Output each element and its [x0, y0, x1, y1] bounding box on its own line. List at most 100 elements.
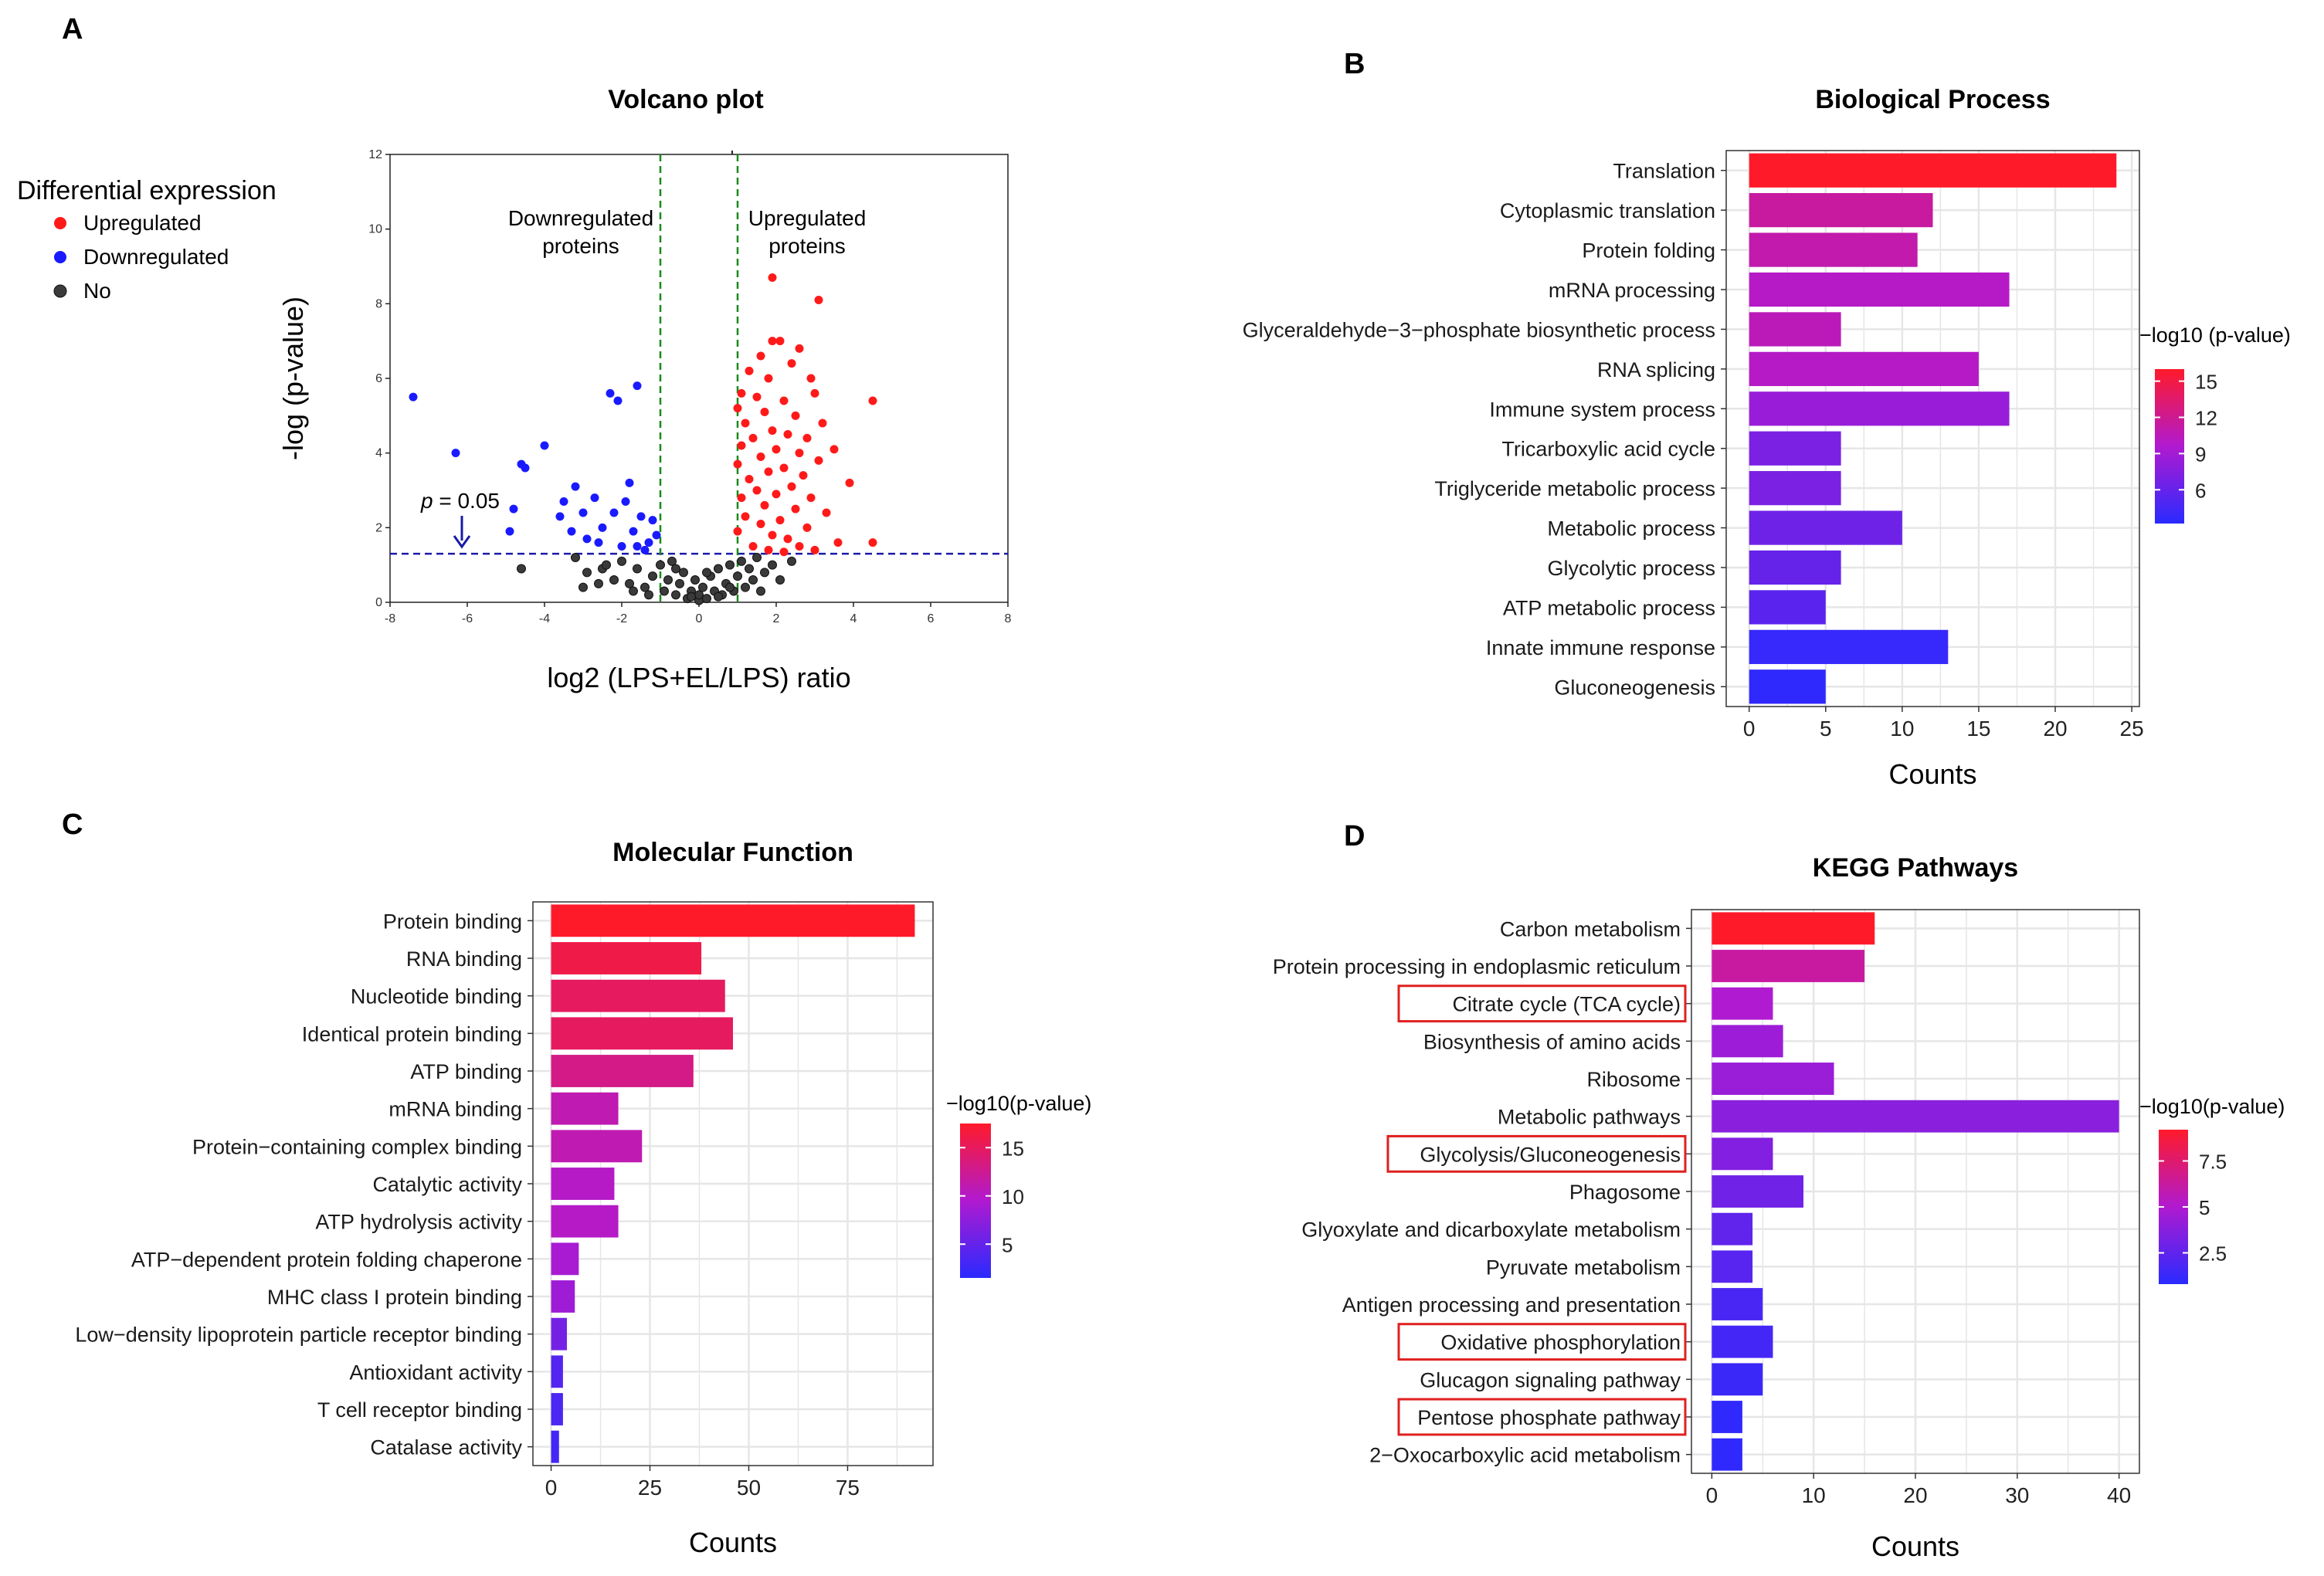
y-axis-label: -log (p-value) — [277, 297, 309, 460]
point-downregulated — [644, 538, 653, 547]
legend-tick-label: 12 — [2195, 407, 2217, 430]
bar-identical-protein-binding — [551, 1017, 733, 1050]
highlight-box-citrate-cycle-tca-cycle — [1397, 985, 1687, 1023]
point-upregulated — [779, 463, 789, 473]
x-tick-label: 25 — [638, 1476, 662, 1500]
bar-phagosome — [1712, 1175, 1803, 1208]
point-upregulated — [822, 508, 831, 517]
category-label-metabolic-process: Metabolic process — [1547, 517, 1715, 541]
point-no — [667, 556, 677, 566]
bar-glycolytic-process — [1749, 550, 1841, 585]
bar-pyruvate-metabolism — [1712, 1250, 1753, 1283]
bar-atp-binding — [551, 1055, 694, 1087]
bar-immune-system-process — [1749, 391, 2010, 426]
legend-title: Differential expression — [17, 176, 277, 205]
category-label-protein-folding: Protein folding — [1582, 239, 1715, 263]
x-tick-label: 30 — [2005, 1483, 2029, 1507]
bar-glycolysis-gluconeogenesis — [1712, 1137, 1773, 1171]
panel-label: B — [1344, 48, 1365, 80]
category-label-protein-processing-in-endoplasmic-reticulum: Protein processing in endoplasmic reticu… — [1273, 955, 1681, 978]
category-label-mhc-class-i-protein-binding: MHC class I protein binding — [267, 1286, 522, 1309]
point-upregulated — [868, 538, 877, 547]
point-upregulated — [795, 449, 804, 458]
x-tick-label: 50 — [737, 1476, 761, 1500]
point-downregulated — [617, 542, 626, 551]
legend-label-downregulated: Downregulated — [83, 245, 229, 269]
point-no — [690, 575, 700, 585]
bar-atp-dependent-protein-folding-chaperone — [551, 1242, 579, 1276]
category-label-glyoxylate-and-dicarboxylate-metabolism: Glyoxylate and dicarboxylate metabolism — [1301, 1218, 1681, 1242]
point-downregulated — [409, 392, 418, 402]
category-label-2-oxocarboxylic-acid-metabolism: 2−Oxocarboxylic acid metabolism — [1369, 1444, 1681, 1467]
point-upregulated — [830, 445, 839, 454]
point-upregulated — [748, 433, 758, 442]
bar-mrna-binding — [551, 1092, 619, 1125]
bar-protein-binding — [551, 904, 915, 937]
category-label-innate-immune-response: Innate immune response — [1486, 636, 1715, 659]
point-no — [594, 578, 603, 588]
point-upregulated — [787, 359, 796, 368]
point-downregulated — [640, 545, 650, 554]
point-downregulated — [509, 504, 518, 513]
chart-title: Molecular Function — [612, 838, 853, 867]
x-tick-label: -6 — [462, 612, 473, 625]
point-upregulated — [737, 441, 746, 450]
y-tick-label: 10 — [368, 223, 382, 236]
bar-metabolic-pathways — [1712, 1100, 2119, 1133]
legend-tick-label: 5 — [2199, 1196, 2210, 1219]
x-tick-label: 0 — [696, 612, 703, 625]
point-downregulated — [582, 534, 592, 544]
legend-tick-label: 6 — [2195, 479, 2206, 502]
category-label-pentose-phosphate-pathway: Pentose phosphate pathway — [1417, 1406, 1681, 1429]
point-upregulated — [783, 430, 792, 439]
point-upregulated — [768, 426, 777, 436]
bar-atp-hydrolysis-activity — [551, 1205, 619, 1238]
legend-tick-label: 10 — [1002, 1185, 1024, 1208]
point-upregulated — [775, 337, 785, 346]
point-upregulated — [772, 445, 781, 454]
highlight-box-pentose-phosphate-pathway — [1397, 1398, 1687, 1436]
y-tick-label: 8 — [375, 297, 382, 310]
x-axis-label: log2 (LPS+EL/LPS) ratio — [547, 662, 850, 693]
point-no — [517, 564, 526, 574]
point-downregulated — [633, 381, 642, 391]
category-label-rna-binding: RNA binding — [406, 947, 522, 971]
point-no — [702, 594, 711, 604]
point-downregulated — [598, 523, 607, 532]
point-no — [625, 578, 634, 588]
point-no — [582, 568, 592, 578]
point-no — [679, 568, 688, 578]
bar-protein-folding — [1749, 232, 1918, 267]
category-label-catalytic-activity: Catalytic activity — [372, 1173, 522, 1196]
point-upregulated — [806, 493, 816, 503]
point-no — [725, 560, 735, 570]
bar-low-density-lipoprotein-particle-receptor-binding — [551, 1317, 568, 1351]
point-no — [633, 564, 642, 574]
point-upregulated — [741, 512, 750, 521]
bar-rna-binding — [551, 942, 702, 974]
bar-protein-processing-in-endoplasmic-reticulum — [1712, 950, 1865, 982]
point-no — [671, 590, 680, 600]
biological-process-panel: B Biological Process Translation Cytoplasmi… — [1243, 48, 2291, 790]
point-no — [687, 591, 696, 602]
plot-area — [532, 901, 934, 1466]
point-upregulated — [752, 486, 762, 495]
point-upregulated — [779, 547, 789, 557]
legend-tick-label: 7.5 — [2199, 1150, 2227, 1173]
molecular-function-panel: C Molecular Function Protein binding RNA bi… — [62, 808, 1091, 1558]
bar-cytoplasmic-translation — [1749, 193, 1933, 228]
category-label-glycolysis-gluconeogenesis: Glycolysis/Gluconeogenesis — [1420, 1143, 1681, 1166]
annotation-down-line1: Downregulated — [508, 206, 653, 230]
point-no — [671, 564, 680, 574]
point-no — [698, 582, 707, 592]
x-tick-label: -4 — [539, 612, 550, 625]
category-label-antioxidant-activity: Antioxidant activity — [349, 1361, 522, 1384]
x-tick-label: 4 — [850, 612, 857, 625]
point-upregulated — [787, 482, 796, 491]
p-threshold-label-symbol: p — [420, 489, 433, 513]
x-tick-label: 25 — [2120, 717, 2144, 741]
legend-color-bar — [960, 1124, 991, 1278]
point-upregulated — [756, 452, 765, 461]
point-no — [745, 564, 754, 574]
legend-title: −log10(p-value) — [946, 1092, 1091, 1115]
